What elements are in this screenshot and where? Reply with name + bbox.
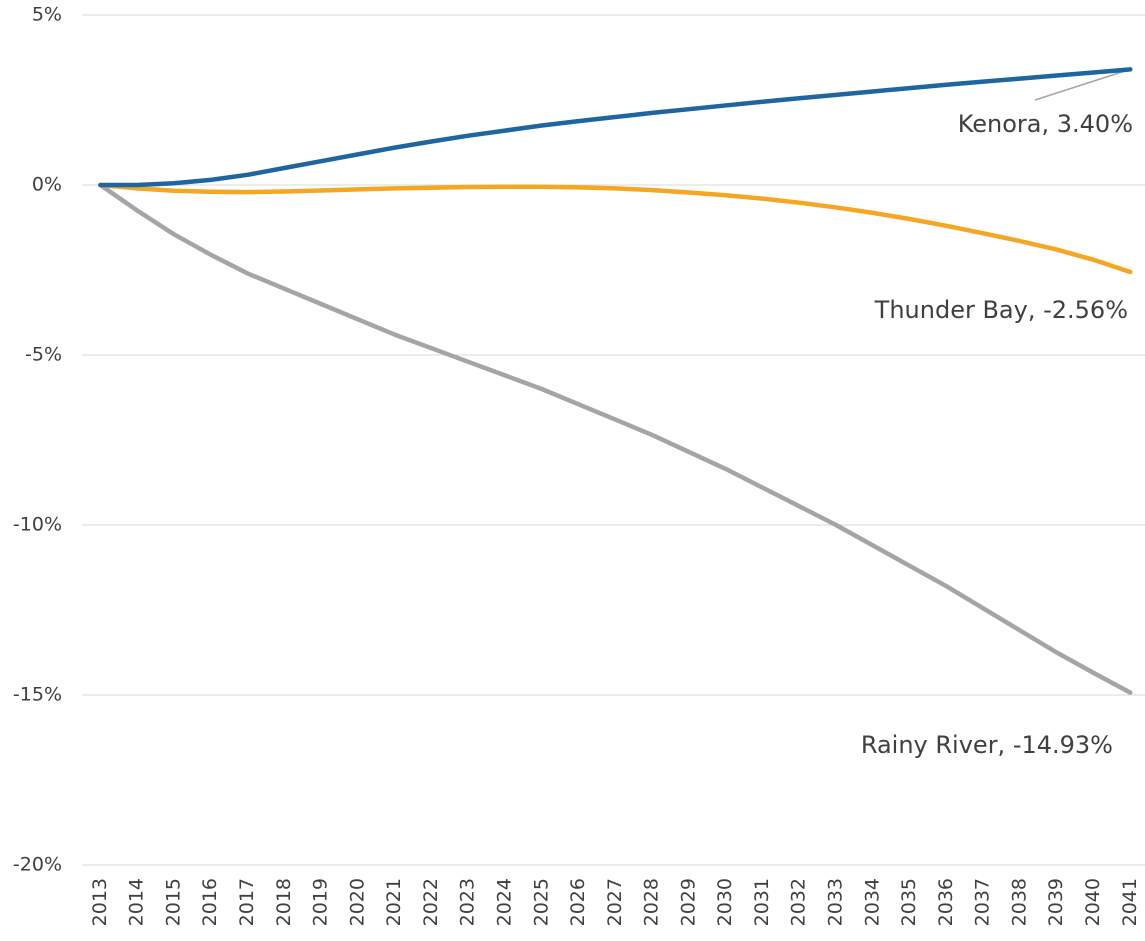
series-line [98,182,1133,695]
annotation: Kenora, 3.40% [958,110,1133,138]
x-tick-label: 2031 [751,878,773,926]
leader-line [1034,69,1129,101]
x-tick-label: 2041 [1119,878,1141,926]
annotation: Rainy River, -14.93% [861,731,1113,759]
x-tick-label: 2023 [457,878,479,926]
x-tick-label: 2013 [89,878,111,926]
series-line [98,67,1133,188]
x-tick-label: 2016 [199,878,221,926]
x-tick-label: 2021 [383,878,405,926]
x-tick-label: 2030 [714,878,736,926]
y-tick-label: -5% [25,344,62,366]
x-tick-label: 2039 [1045,878,1067,926]
x-tick-label: 2015 [162,878,184,926]
x-tick-label: 2022 [420,878,442,926]
x-tick-label: 2018 [273,878,295,926]
x-tick-label: 2029 [677,878,699,926]
series-line [98,182,1133,275]
x-tick-label: 2026 [567,878,589,926]
x-tick-label: 2037 [972,878,994,926]
x-tick-label: 2034 [861,878,883,926]
x-tick-label: 2017 [236,878,258,926]
y-tick-label: 0% [32,174,62,196]
x-tick-label: 2036 [935,878,957,926]
y-tick-label: -20% [13,854,62,876]
x-tick-label: 2020 [346,878,368,926]
x-tick-label: 2014 [126,878,148,926]
x-tick-label: 2033 [825,878,847,926]
x-tick-label: 2038 [1008,878,1030,926]
x-tick-label: 2035 [898,878,920,926]
x-tick-label: 2032 [788,878,810,926]
x-tick-label: 2027 [604,878,626,926]
x-tick-label: 2040 [1082,878,1104,926]
x-tick-label: 2024 [493,878,515,926]
y-tick-label: -15% [13,684,62,706]
y-tick-label: -10% [13,514,62,536]
x-tick-label: 2025 [530,878,552,926]
annotation: Thunder Bay, -2.56% [874,296,1128,324]
y-tick-label: 5% [32,4,62,26]
x-tick-label: 2019 [310,878,332,926]
x-tick-label: 2028 [641,878,663,926]
